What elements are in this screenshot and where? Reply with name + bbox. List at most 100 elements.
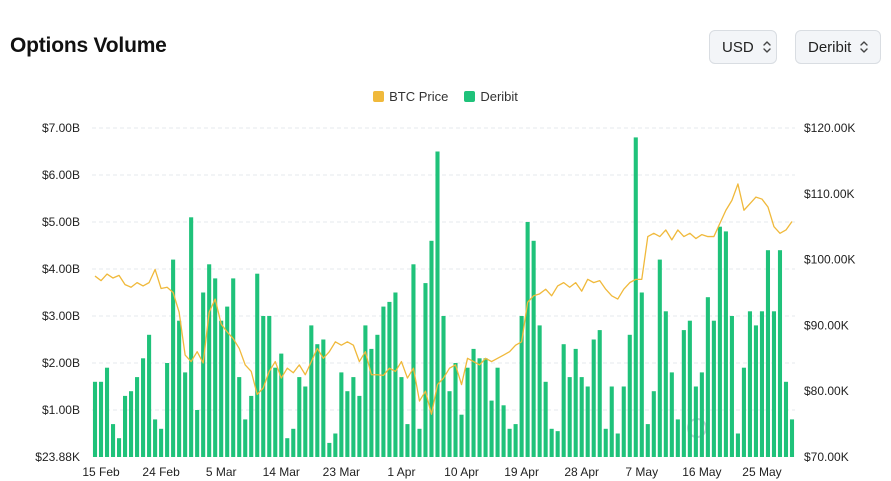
deribit-bar [675,419,680,457]
deribit-bar [585,386,590,457]
deribit-bar [561,344,566,457]
deribit-bar [573,348,578,457]
deribit-bar [183,372,188,457]
deribit-bar [333,433,338,457]
deribit-bar [459,414,464,457]
deribit-bar [525,222,530,457]
deribit-bar [315,344,320,457]
deribit-bar [249,395,254,457]
y-left-tick-label: $4.00B [42,262,80,276]
deribit-bar [441,316,446,457]
deribit-bar [657,259,662,457]
deribit-bar [645,424,650,457]
deribit-bar [147,334,152,457]
x-tick-label: 28 Apr [564,465,599,479]
y-left-tick-label: $3.00B [42,309,80,323]
deribit-bar [92,381,98,457]
deribit-bar [603,428,608,457]
deribit-bar [609,386,614,457]
deribit-bar [195,410,200,457]
y-right-tick-label: $70.00K [804,450,849,464]
legend-label-btc-price: BTC Price [389,89,449,104]
deribit-bar [621,386,626,457]
deribit-bar [729,316,734,457]
deribit-bar [273,367,278,457]
deribit-bar [387,301,392,457]
deribit-bar [129,391,134,457]
deribit-bar [405,424,410,457]
deribit-bar [753,325,758,457]
deribit-bar [501,405,506,457]
deribit-bar [159,428,164,457]
deribit-bar [279,353,284,457]
y-left-tick-label: $5.00B [42,215,80,229]
deribit-bar [165,363,170,457]
deribit-bar [651,391,656,457]
y-left-tick-label: $2.00B [42,356,80,370]
x-tick-label: 25 May [742,465,781,479]
legend-swatch-deribit [464,91,476,102]
deribit-bar [381,306,386,457]
legend-item-btc-price[interactable]: BTC Price [373,89,448,104]
deribit-bar [225,306,230,457]
deribit-bar [435,151,440,457]
deribit-bar [747,311,752,457]
deribit-bar [567,377,572,457]
deribit-bar [153,419,158,457]
deribit-bar [110,424,116,457]
deribit-bar [98,381,104,457]
deribit-bar [453,363,458,457]
deribit-bar [123,395,128,457]
deribit-bar [507,428,512,457]
deribit-bar [399,377,404,457]
deribit-bar [663,311,668,457]
deribit-bar [104,367,110,457]
y-right-tick-label: $80.00K [804,384,849,398]
deribit-bar [771,311,777,457]
deribit-bar [393,292,398,457]
deribit-bar [213,278,218,457]
deribit-bar [693,386,698,457]
deribit-bar [243,419,248,457]
x-tick-label: 24 Feb [142,465,180,479]
deribit-bar [309,325,314,457]
deribit-bar [285,438,290,457]
deribit-bar [633,137,638,457]
deribit-bar [363,325,368,457]
y-right-tick-label: $120.00K [804,121,855,135]
deribit-bar [417,428,422,457]
deribit-bar [255,273,260,457]
x-tick-label: 1 Apr [387,465,415,479]
deribit-bar [783,381,789,457]
y-left-tick-label: $6.00B [42,168,80,182]
y-left-tick-label: $1.00B [42,403,80,417]
deribit-bar [471,348,476,457]
deribit-bar [777,250,783,457]
legend-item-deribit[interactable]: Deribit [464,89,518,104]
deribit-bar [687,320,692,457]
deribit-bar [759,311,764,457]
deribit-bar [597,330,602,457]
exchange-select[interactable]: Deribit [795,30,881,64]
deribit-bar [207,264,212,457]
deribit-bar [117,438,122,457]
deribit-bar [357,395,362,457]
deribit-bar [615,433,620,457]
deribit-bar [369,348,374,457]
deribit-bar [423,283,428,457]
deribit-bar [177,320,182,457]
currency-select[interactable]: USD [709,30,777,64]
deribit-bar [303,386,308,457]
deribit-bar [639,292,644,457]
deribit-bar [231,278,236,457]
deribit-bar [735,433,740,457]
deribit-bar [741,367,746,457]
x-tick-label: 7 May [625,465,658,479]
deribit-bar [141,358,146,457]
deribit-bar [669,372,674,457]
x-tick-label: 5 Mar [206,465,237,479]
deribit-bar [531,240,536,457]
deribit-bar [513,424,518,457]
y-right-tick-label: $110.00K [804,187,855,201]
